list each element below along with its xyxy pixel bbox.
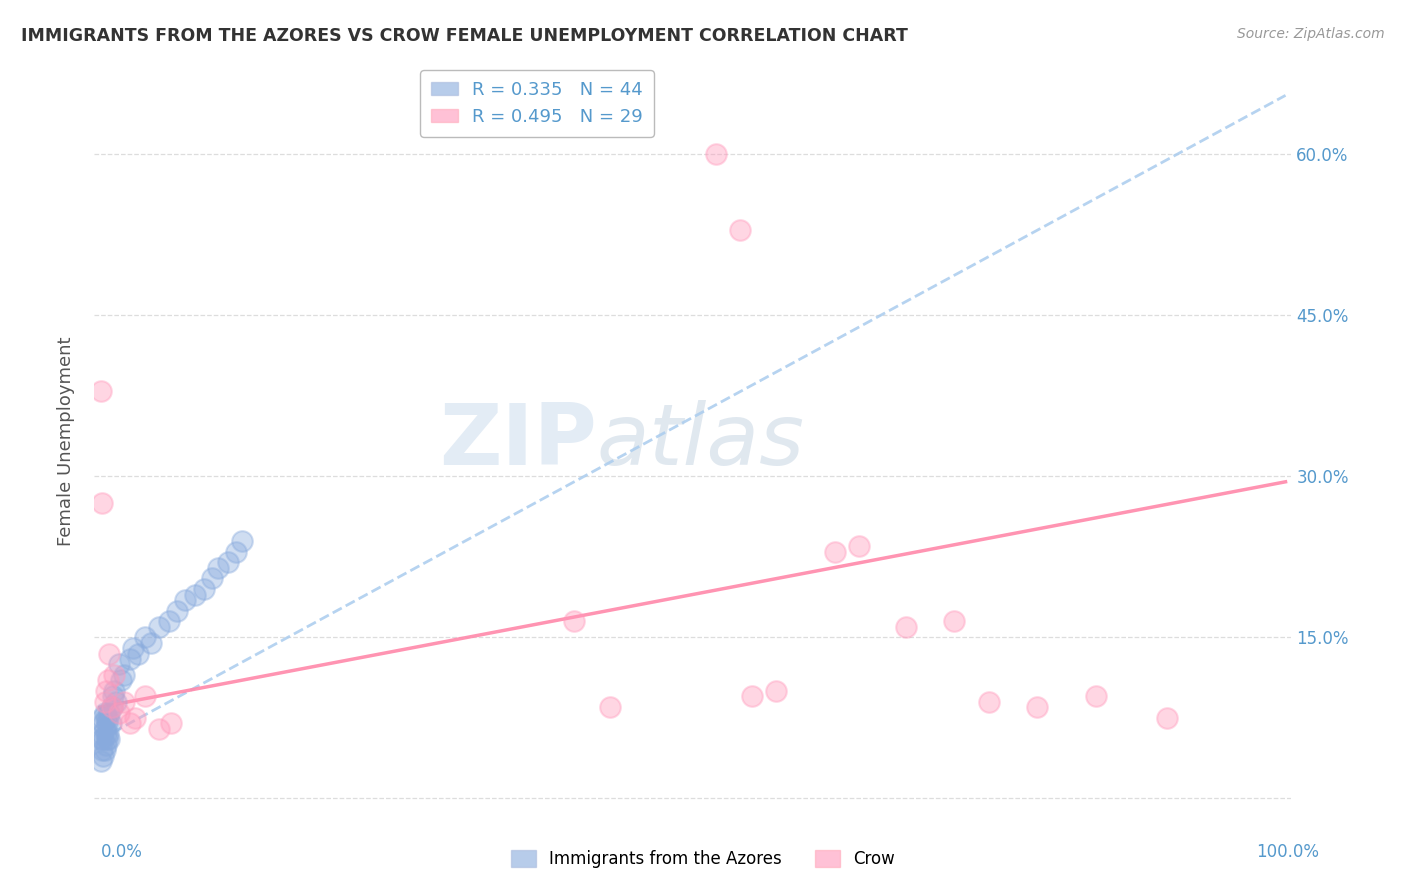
- Point: [1025, 700, 1047, 714]
- Point: [824, 544, 846, 558]
- Point: [134, 631, 156, 645]
- Point: [98, 732, 121, 747]
- Text: 0.0%: 0.0%: [101, 843, 143, 861]
- Point: [183, 587, 205, 601]
- Point: [231, 533, 253, 548]
- Point: [105, 695, 128, 709]
- Point: [728, 222, 751, 236]
- Point: [894, 620, 917, 634]
- Text: Source: ZipAtlas.com: Source: ZipAtlas.com: [1237, 27, 1385, 41]
- Text: atlas: atlas: [598, 400, 804, 483]
- Point: [94, 738, 117, 752]
- Legend: Immigrants from the Azores, Crow: Immigrants from the Azores, Crow: [505, 843, 901, 875]
- Point: [562, 615, 585, 629]
- Point: [1084, 690, 1107, 704]
- Point: [848, 539, 870, 553]
- Point: [100, 716, 122, 731]
- Text: IMMIGRANTS FROM THE AZORES VS CROW FEMALE UNEMPLOYMENT CORRELATION CHART: IMMIGRANTS FROM THE AZORES VS CROW FEMAL…: [21, 27, 908, 45]
- Point: [166, 604, 188, 618]
- Point: [225, 544, 247, 558]
- Point: [160, 716, 183, 731]
- Point: [97, 673, 120, 688]
- Point: [93, 706, 115, 720]
- Point: [96, 732, 118, 747]
- Point: [599, 700, 621, 714]
- Point: [101, 690, 124, 704]
- Point: [148, 620, 170, 634]
- Point: [942, 615, 965, 629]
- Point: [91, 743, 114, 757]
- Point: [108, 657, 131, 672]
- Point: [94, 684, 117, 698]
- Point: [127, 647, 149, 661]
- Point: [91, 496, 114, 510]
- Point: [174, 593, 197, 607]
- Point: [741, 690, 763, 704]
- Point: [201, 571, 224, 585]
- Legend: R = 0.335   N = 44, R = 0.495   N = 29: R = 0.335 N = 44, R = 0.495 N = 29: [420, 70, 654, 136]
- Point: [91, 727, 114, 741]
- Point: [93, 748, 115, 763]
- Point: [122, 641, 145, 656]
- Point: [977, 695, 1000, 709]
- Point: [157, 615, 180, 629]
- Point: [98, 647, 121, 661]
- Point: [90, 384, 112, 398]
- Point: [93, 722, 115, 736]
- Point: [100, 700, 122, 714]
- Point: [148, 722, 170, 736]
- Point: [139, 636, 162, 650]
- Point: [207, 560, 229, 574]
- Point: [100, 700, 122, 714]
- Point: [118, 652, 141, 666]
- Point: [91, 711, 114, 725]
- Point: [124, 711, 146, 725]
- Point: [112, 695, 135, 709]
- Point: [112, 668, 135, 682]
- Point: [93, 695, 115, 709]
- Point: [706, 147, 728, 161]
- Point: [118, 716, 141, 731]
- Point: [134, 690, 156, 704]
- Point: [93, 732, 115, 747]
- Point: [97, 727, 120, 741]
- Point: [90, 732, 112, 747]
- Point: [103, 684, 125, 698]
- Point: [96, 716, 118, 731]
- Text: ZIP: ZIP: [439, 400, 598, 483]
- Y-axis label: Female Unemployment: Female Unemployment: [58, 337, 75, 546]
- Point: [97, 711, 120, 725]
- Point: [93, 716, 115, 731]
- Point: [217, 555, 239, 569]
- Point: [765, 684, 787, 698]
- Point: [1156, 711, 1178, 725]
- Point: [110, 673, 132, 688]
- Point: [90, 754, 112, 768]
- Text: 100.0%: 100.0%: [1256, 843, 1319, 861]
- Point: [103, 668, 125, 682]
- Point: [98, 706, 121, 720]
- Point: [94, 711, 117, 725]
- Point: [93, 743, 115, 757]
- Point: [94, 727, 117, 741]
- Point: [193, 582, 215, 596]
- Point: [108, 706, 131, 720]
